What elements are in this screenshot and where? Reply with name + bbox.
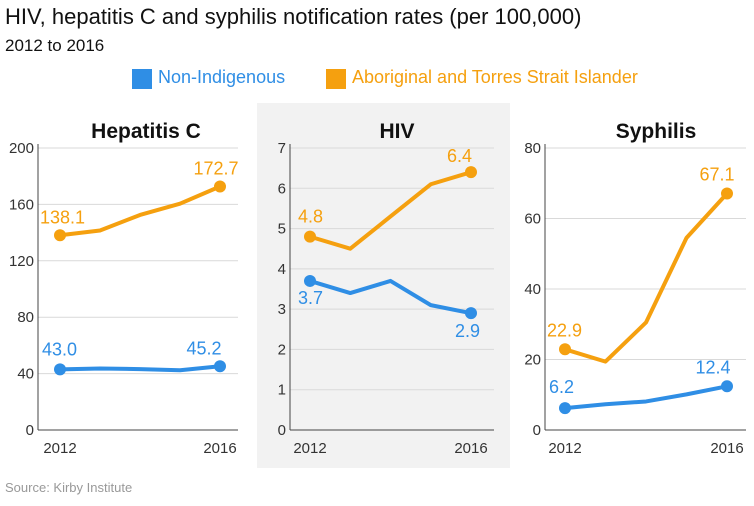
data-point-non-indigenous xyxy=(304,274,316,287)
y-tick-label: 0 xyxy=(278,422,286,439)
data-label-non-indigenous: 43.0 xyxy=(42,339,77,359)
data-label-aboriginal-and-torres-strait-islander: 22.9 xyxy=(547,320,582,340)
data-label-non-indigenous: 12.4 xyxy=(695,357,730,377)
data-point-aboriginal-and-torres-strait-islander xyxy=(54,229,66,242)
data-point-aboriginal-and-torres-strait-islander xyxy=(559,343,571,356)
y-tick-label: 3 xyxy=(278,301,286,318)
x-tick-label: 2016 xyxy=(710,440,743,457)
data-point-aboriginal-and-torres-strait-islander xyxy=(214,180,226,193)
x-tick-label: 2012 xyxy=(548,440,581,457)
y-tick-label: 120 xyxy=(9,253,34,270)
panel-title: Hepatitis C xyxy=(91,120,201,143)
panel-background xyxy=(512,103,754,468)
data-point-non-indigenous xyxy=(559,402,571,415)
y-tick-label: 60 xyxy=(524,211,541,228)
legend-label-indigenous: Aboriginal and Torres Strait Islander xyxy=(352,67,638,87)
chart-title: HIV, hepatitis C and syphilis notificati… xyxy=(5,4,582,29)
data-point-aboriginal-and-torres-strait-islander xyxy=(721,187,733,200)
y-tick-label: 2 xyxy=(278,341,286,358)
panel-title: Syphilis xyxy=(616,120,697,143)
data-point-aboriginal-and-torres-strait-islander xyxy=(304,230,316,243)
y-tick-label: 80 xyxy=(524,140,541,157)
data-label-non-indigenous: 6.2 xyxy=(549,377,574,397)
data-point-non-indigenous xyxy=(721,380,733,393)
panel-background xyxy=(0,103,254,468)
y-tick-label: 7 xyxy=(278,140,286,157)
data-point-aboriginal-and-torres-strait-islander xyxy=(465,166,477,179)
x-tick-label: 2012 xyxy=(43,440,76,457)
x-tick-label: 2016 xyxy=(203,440,236,457)
data-point-non-indigenous xyxy=(54,363,66,376)
legend-swatch-non-indigenous xyxy=(132,69,152,89)
y-tick-label: 6 xyxy=(278,180,286,197)
series-line-non-indigenous xyxy=(308,278,473,316)
y-tick-label: 0 xyxy=(26,422,34,439)
y-tick-label: 160 xyxy=(9,196,34,213)
y-tick-label: 1 xyxy=(278,382,286,399)
panel-hiv: HIV 0 1 2 3 4 5 6 7 2012 2016 3.7 2.9 4.8 6.4 xyxy=(257,103,510,468)
source-note: Source: Kirby Institute xyxy=(5,480,133,495)
data-label-non-indigenous: 3.7 xyxy=(298,288,323,308)
series-line-aboriginal-and-torres-strait-islander xyxy=(308,170,473,251)
y-tick-label: 20 xyxy=(524,352,541,369)
data-label-aboriginal-and-torres-strait-islander: 4.8 xyxy=(298,207,323,227)
panel-syphilis: Syphilis 0 20 40 60 80 2012 2016 6.2 12.4 22.9 67.1 xyxy=(512,103,754,468)
data-label-aboriginal-and-torres-strait-islander: 172.7 xyxy=(193,158,238,178)
data-point-non-indigenous xyxy=(214,360,226,373)
x-tick-label: 2012 xyxy=(293,440,326,457)
data-label-non-indigenous: 2.9 xyxy=(455,321,480,341)
data-point-non-indigenous xyxy=(465,307,477,320)
chart-subtitle: 2012 to 2016 xyxy=(5,36,105,55)
legend-swatch-indigenous xyxy=(326,69,346,89)
data-label-non-indigenous: 45.2 xyxy=(186,338,221,358)
panel-background xyxy=(257,103,510,468)
series-line-aboriginal-and-torres-strait-islander xyxy=(563,191,729,364)
legend: Non-Indigenous Aboriginal and Torres Str… xyxy=(0,64,754,94)
y-tick-label: 4 xyxy=(278,261,286,278)
series-line-aboriginal-and-torres-strait-islander xyxy=(58,184,222,238)
y-tick-label: 40 xyxy=(17,366,34,383)
y-tick-label: 5 xyxy=(278,221,286,238)
x-tick-label: 2016 xyxy=(454,440,487,457)
y-tick-label: 0 xyxy=(533,422,541,439)
legend-label-non-indigenous: Non-Indigenous xyxy=(158,67,286,87)
series-line-non-indigenous xyxy=(58,364,222,373)
panel-title: HIV xyxy=(379,120,414,143)
y-tick-label: 200 xyxy=(9,140,34,157)
series-line-non-indigenous xyxy=(563,384,729,411)
panel-hepatitis-c: Hepatitis C 0 40 80 120 160 200 2012 2016 43.0 45.… xyxy=(0,103,254,468)
y-tick-label: 40 xyxy=(524,281,541,298)
data-label-aboriginal-and-torres-strait-islander: 67.1 xyxy=(699,164,734,184)
data-label-aboriginal-and-torres-strait-islander: 138.1 xyxy=(40,207,85,227)
y-tick-label: 80 xyxy=(17,309,34,326)
data-label-aboriginal-and-torres-strait-islander: 6.4 xyxy=(447,146,472,166)
